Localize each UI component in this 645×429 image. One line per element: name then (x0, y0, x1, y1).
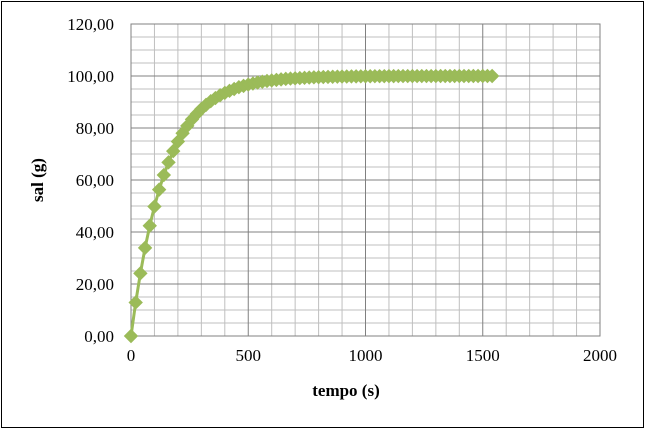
x-tick-label: 1500 (466, 346, 500, 365)
data-point-marker (128, 295, 143, 310)
y-tick-label: 60,00 (76, 171, 114, 190)
data-point-marker (161, 155, 176, 170)
y-axis-title: sal (g) (28, 158, 47, 202)
y-tick-label: 0,00 (84, 327, 114, 346)
data-point-marker (137, 240, 153, 256)
data-point-marker (151, 182, 167, 197)
data-point-marker (123, 328, 139, 344)
data-point-marker (147, 199, 162, 214)
data-point-marker (166, 143, 181, 159)
x-tick-label: 0 (127, 346, 136, 365)
y-axis-ticks: 0,00 20,00 40,00 60,00 80,00 100,00 120,00 (67, 15, 114, 346)
data-point-marker (142, 218, 157, 233)
y-tick-label: 40,00 (76, 223, 114, 242)
y-tick-label: 20,00 (76, 275, 114, 294)
data-point-marker (484, 68, 500, 84)
y-tick-label: 120,00 (67, 15, 114, 34)
x-tick-label: 1000 (349, 346, 383, 365)
data-point-marker (133, 266, 148, 281)
y-tick-label: 80,00 (76, 119, 114, 138)
series-layer (123, 68, 500, 344)
x-tick-label: 2000 (583, 346, 617, 365)
y-tick-label: 100,00 (67, 67, 114, 86)
x-axis-title: tempo (s) (312, 381, 380, 400)
plot-area (130, 23, 601, 337)
x-axis-ticks: 0 500 1000 1500 2000 (127, 346, 617, 365)
data-point-marker (156, 167, 172, 183)
x-tick-label: 500 (236, 346, 262, 365)
